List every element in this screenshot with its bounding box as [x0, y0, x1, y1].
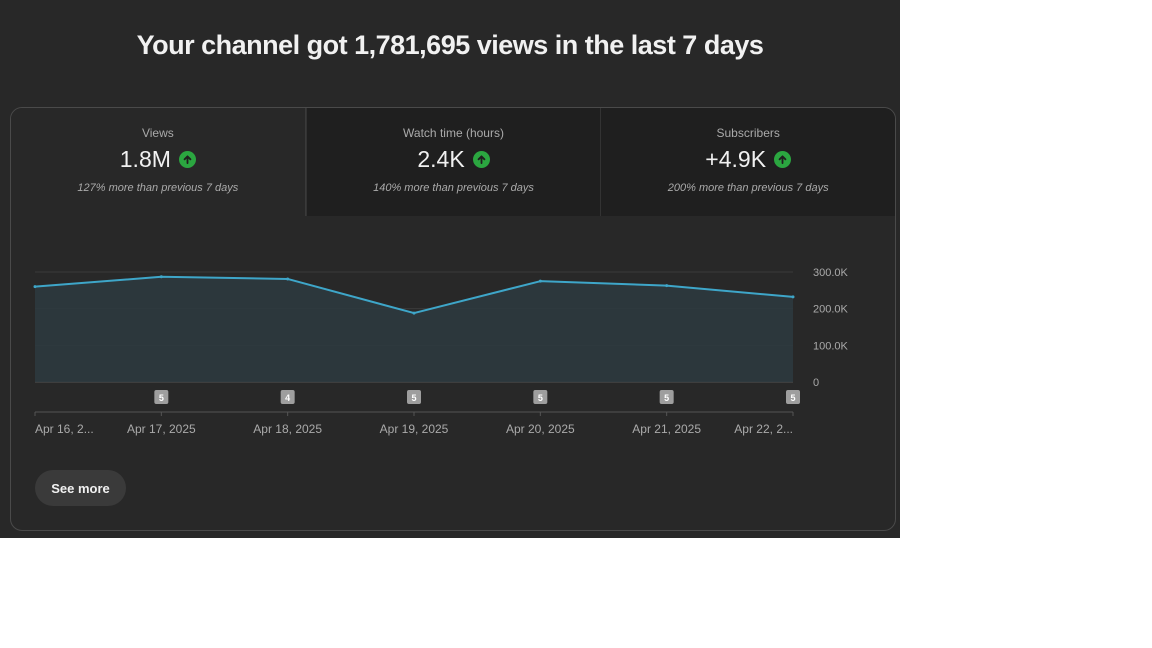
upload-marker: [280, 390, 295, 404]
data-point: [286, 277, 290, 281]
data-point: [538, 279, 542, 283]
data-point: [791, 295, 795, 299]
headline: Your channel got 1,781,695 views in the …: [136, 30, 764, 60]
tab-comparison-note: 200% more than previous 7 days: [667, 182, 829, 194]
x-tick-label: Apr 17, 2025: [127, 422, 196, 436]
upload-marker: [407, 390, 421, 404]
arrow-up-icon: [774, 151, 792, 168]
x-tick-label: Apr 18, 2025: [253, 422, 322, 436]
tab-label: Views: [141, 126, 174, 140]
y-tick-label: 0: [813, 377, 819, 389]
area-fill: [35, 276, 793, 382]
arrow-up-icon: [472, 151, 490, 168]
tab-label: Subscribers: [716, 126, 780, 140]
upload-marker-count: 4: [285, 393, 290, 403]
metric-tabs: Views 1.8M 127% more than previous 7 day…: [11, 108, 895, 216]
tab-value: 1.8M: [119, 146, 171, 172]
upload-marker-count: 5: [538, 393, 543, 403]
tab-watch-time[interactable]: Watch time (hours) 2.4K 140% more than p…: [305, 108, 601, 216]
data-point: [412, 311, 416, 315]
y-tick-label: 300.0K: [813, 267, 849, 279]
upload-marker-count: 5: [790, 393, 795, 403]
upload-marker: [659, 390, 674, 404]
x-tick-label: Apr 22, 2...: [734, 422, 793, 436]
upload-marker: [533, 390, 548, 404]
upload-marker-count: 5: [664, 393, 669, 403]
x-tick-label: Apr 20, 2025: [506, 422, 575, 436]
analytics-card: Views 1.8M 127% more than previous 7 day…: [10, 107, 896, 531]
tab-views[interactable]: Views 1.8M 127% more than previous 7 day…: [11, 108, 306, 216]
y-tick-label: 200.0K: [813, 304, 849, 316]
upload-marker-count: 5: [411, 393, 416, 403]
tab-label: Watch time (hours): [403, 126, 504, 140]
see-more-button[interactable]: See more: [35, 470, 126, 506]
upload-marker: [786, 390, 800, 404]
views-chart: 0 100.0K 200.0K 300.0K Apr 16, 2... Apr 17, 2…: [33, 267, 849, 436]
channel-summary-panel: Your channel got 1,781,695 views in the …: [0, 0, 900, 538]
tab-subscribers[interactable]: Subscribers +4.9K 200% more than previou…: [600, 108, 895, 216]
tab-comparison-note: 140% more than previous 7 days: [373, 182, 534, 194]
tab-comparison-note: 127% more than previous 7 days: [77, 182, 239, 194]
x-tick-label: Apr 19, 2025: [380, 422, 449, 436]
y-tick-label: 100.0K: [813, 340, 849, 352]
data-point: [159, 275, 163, 279]
arrow-up-icon: [178, 151, 196, 168]
x-tick-label: Apr 21, 2025: [632, 422, 701, 436]
upload-marker: [154, 390, 169, 404]
upload-marker-count: 5: [159, 393, 164, 403]
x-tick-label: Apr 16, 2...: [35, 422, 94, 436]
data-point: [665, 284, 669, 288]
tab-value: +4.9K: [705, 146, 767, 172]
data-point: [33, 285, 37, 289]
tab-value: 2.4K: [417, 146, 465, 172]
